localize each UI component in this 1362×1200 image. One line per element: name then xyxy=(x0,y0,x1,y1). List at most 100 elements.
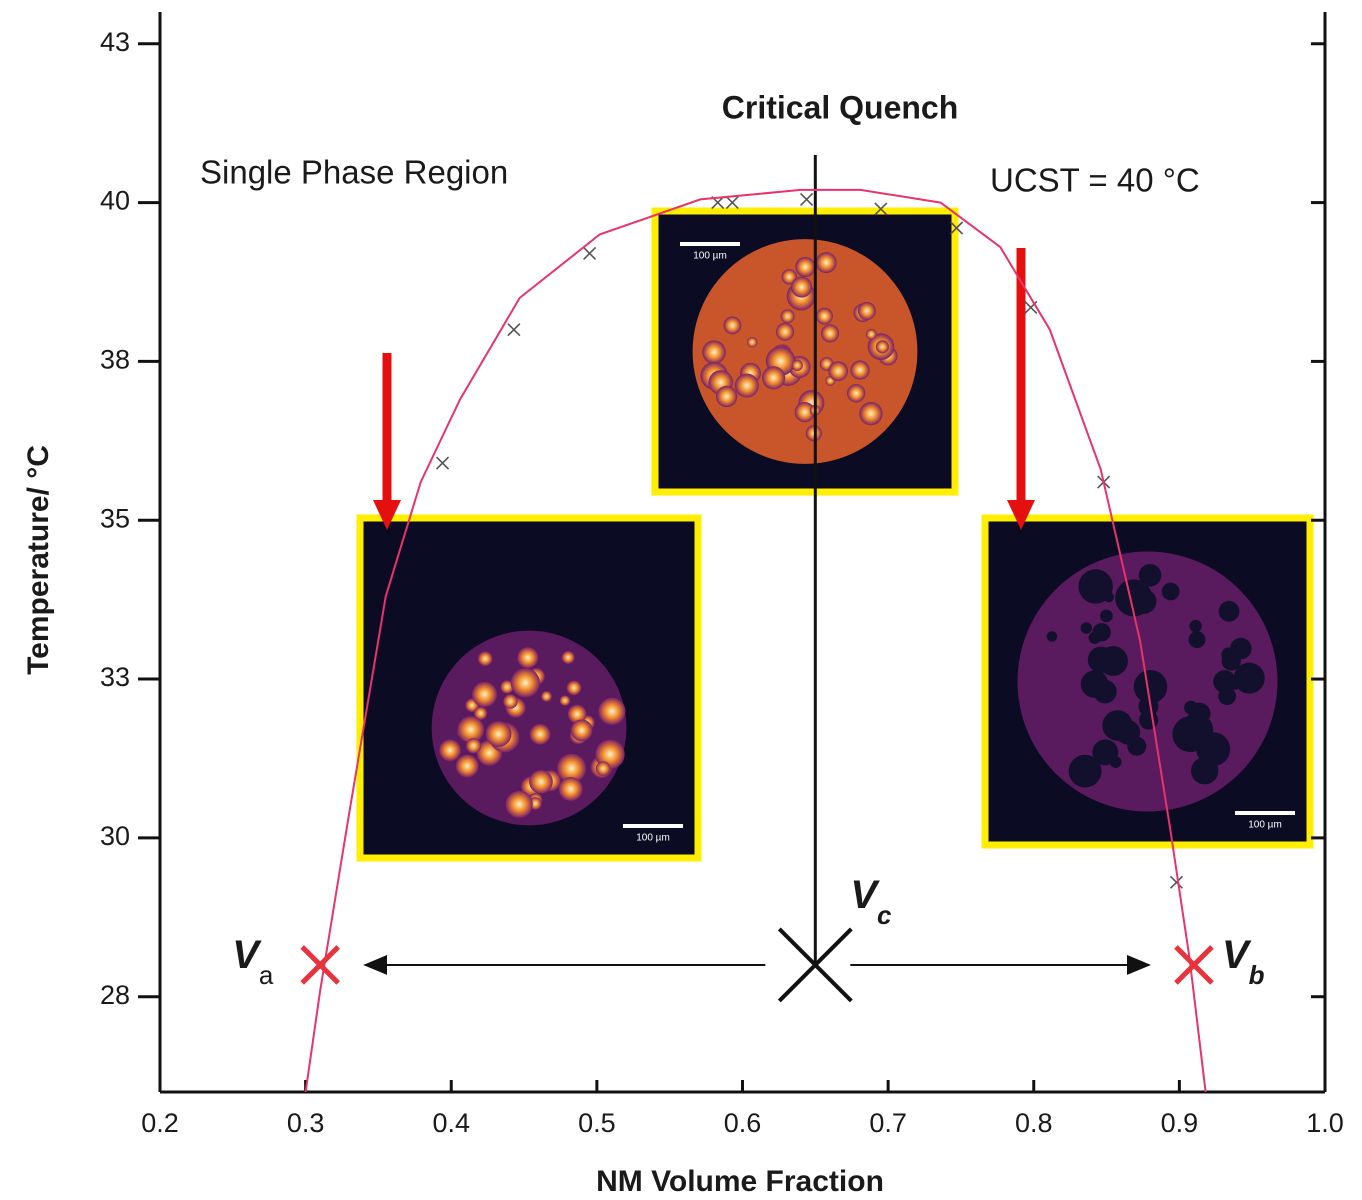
domain xyxy=(559,695,571,706)
domain xyxy=(1221,647,1236,662)
data-point xyxy=(950,221,964,235)
domain xyxy=(503,694,518,709)
domain xyxy=(1189,619,1202,633)
data-point xyxy=(1169,875,1184,889)
domain xyxy=(510,668,540,698)
domain xyxy=(1133,669,1168,704)
domain xyxy=(567,704,587,724)
domain xyxy=(775,322,795,341)
scale-label: 100 µm xyxy=(636,833,670,844)
data-point xyxy=(874,202,888,216)
domain xyxy=(1109,756,1122,769)
marker-subscript: b xyxy=(1249,960,1265,990)
domain xyxy=(500,680,514,694)
domain xyxy=(1100,609,1113,623)
domain xyxy=(485,721,512,747)
domain xyxy=(781,269,797,285)
data-point xyxy=(725,196,739,210)
domain xyxy=(847,384,866,403)
domain xyxy=(723,316,742,335)
red-arrow-head xyxy=(1007,500,1035,530)
y-tick-label: 30 xyxy=(100,821,130,851)
domain xyxy=(791,276,813,298)
domain xyxy=(517,647,539,669)
domain xyxy=(816,307,833,325)
data-point xyxy=(507,323,521,337)
x-tick-label: 0.2 xyxy=(141,1108,179,1138)
composition-marker xyxy=(300,945,340,985)
x-tick-label: 0.3 xyxy=(287,1108,325,1138)
insets: 100 µm 100 µm 100 µm xyxy=(356,207,1314,862)
x-tick-label: 0.7 xyxy=(869,1108,907,1138)
domain xyxy=(1218,600,1240,622)
domain xyxy=(746,337,758,348)
domain xyxy=(734,373,759,398)
marker-subscript: a xyxy=(259,960,274,990)
domain xyxy=(1191,757,1219,785)
domain xyxy=(1115,719,1141,745)
red-arrow-head xyxy=(373,500,401,530)
domain xyxy=(541,691,552,702)
domain xyxy=(821,324,840,343)
domain xyxy=(505,790,533,818)
domain xyxy=(1103,591,1114,603)
x-axis-title: NM Volume Fraction xyxy=(596,1165,884,1198)
domain xyxy=(598,697,626,725)
domain xyxy=(865,328,877,340)
domain xyxy=(791,359,803,371)
domain xyxy=(1046,631,1058,642)
domain xyxy=(455,754,479,778)
x-tick-label: 0.6 xyxy=(724,1108,762,1138)
domain xyxy=(1161,582,1180,601)
domain xyxy=(815,252,837,274)
domain xyxy=(1092,623,1111,642)
y-tick-label: 40 xyxy=(100,186,130,216)
domain xyxy=(1172,716,1209,753)
domain xyxy=(558,776,583,801)
critical-quench-label: Critical Quench xyxy=(722,89,959,125)
x-tick-label: 0.5 xyxy=(578,1108,616,1138)
scale-label: 100 µm xyxy=(693,251,727,262)
composition-marker xyxy=(777,927,853,1003)
domain xyxy=(556,753,587,783)
y-tick-label: 28 xyxy=(100,980,130,1010)
x-tick-label: 0.4 xyxy=(432,1108,470,1138)
domain xyxy=(471,681,498,708)
domain xyxy=(762,366,786,390)
domain xyxy=(1080,622,1093,634)
domain xyxy=(702,340,726,364)
ucst-label: UCST = 40 °C xyxy=(990,162,1200,199)
domain xyxy=(465,738,482,754)
domain xyxy=(1131,588,1157,614)
y-tick-label: 38 xyxy=(100,345,130,375)
x-tick-label: 1.0 xyxy=(1306,1108,1344,1138)
scale-label: 100 µm xyxy=(1248,820,1282,831)
domain xyxy=(474,706,488,720)
domain xyxy=(857,302,876,320)
domain xyxy=(1138,563,1162,587)
domain xyxy=(566,680,582,696)
composition-marker xyxy=(1174,945,1214,985)
y-tick-label: 33 xyxy=(100,662,130,692)
domain xyxy=(457,716,485,743)
domain xyxy=(859,402,883,426)
domain xyxy=(477,651,493,667)
domain xyxy=(1087,646,1115,674)
marker-label: Vb xyxy=(1222,933,1265,990)
domain xyxy=(529,723,551,745)
domain xyxy=(828,361,849,381)
fit-curve xyxy=(304,188,1207,1093)
domain xyxy=(1139,710,1159,730)
marker-subscript: c xyxy=(877,900,892,930)
domain xyxy=(570,719,593,742)
domain xyxy=(1188,631,1206,649)
data-point xyxy=(435,456,450,470)
domain xyxy=(1093,679,1117,704)
marker-label: Va xyxy=(232,933,274,990)
domain xyxy=(780,309,795,324)
y-tick-label: 43 xyxy=(100,27,130,57)
data-point xyxy=(583,246,597,260)
y-axis-title: Temperature/ °C xyxy=(22,445,55,675)
domain xyxy=(715,385,738,408)
